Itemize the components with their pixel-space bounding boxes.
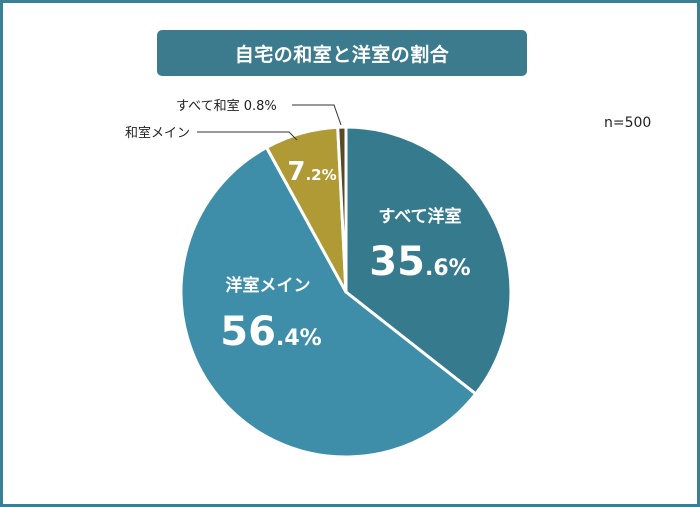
slice-label-mostly-japanese: 和室メイン [125,125,190,141]
leader-line-all-japanese [292,104,342,126]
leader-line-mostly-japanese [197,131,298,141]
slice-value-mostly-western: 56.4% [220,309,321,355]
slice-label-all-japanese: すべて和室 0.8% [176,98,277,114]
pie-slice-3 [336,125,348,294]
slice-label-all-western: すべて洋室 [378,206,461,227]
pie-slice-0 [344,125,513,396]
slice-value-all-western: 35.6% [369,239,470,285]
sample-size-label: n=500 [604,115,652,131]
slice-label-mostly-western: 洋室メイン [226,275,311,296]
chart-title: 自宅の和室と洋室の割合 [157,30,527,76]
pie-slice-1 [179,145,478,459]
slice-value-mostly-japanese: 7.2% [287,157,336,187]
